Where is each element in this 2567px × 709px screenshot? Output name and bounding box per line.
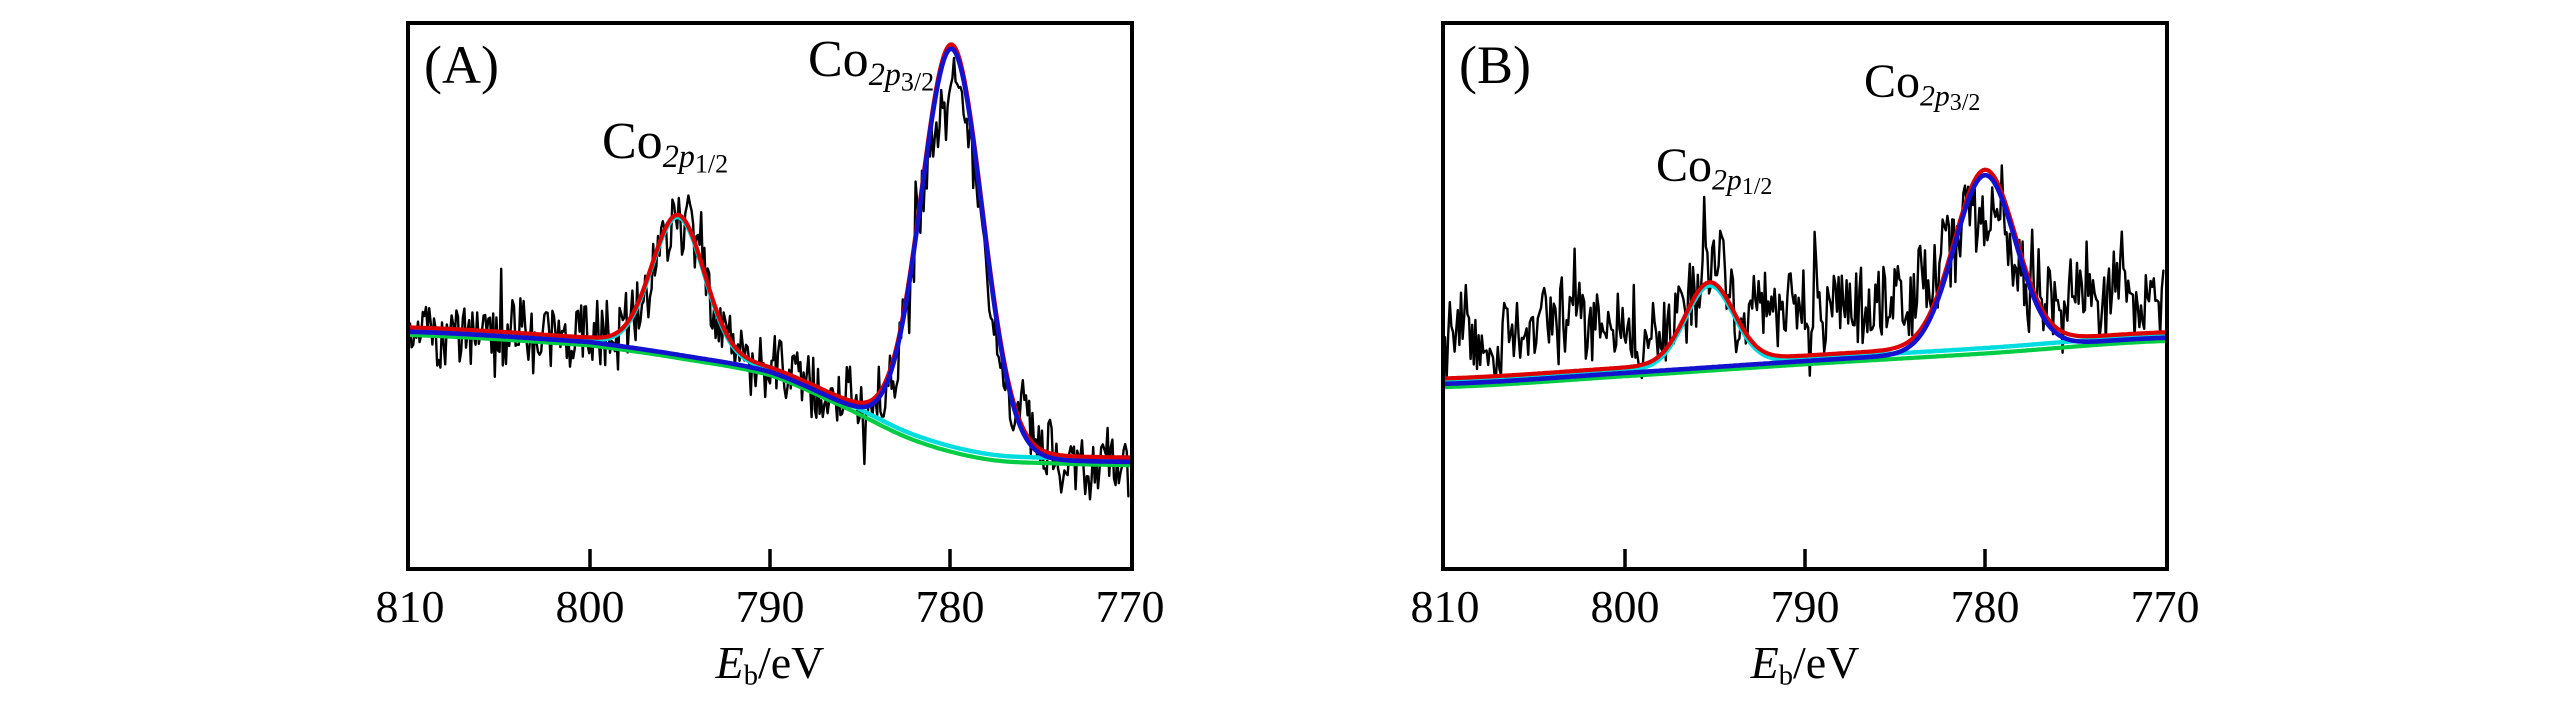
spectrum-curve	[1445, 172, 2165, 387]
xaxis-label-subscript: b	[1778, 660, 1793, 692]
spectrum-curve	[410, 46, 1130, 465]
panel-a-plot-area	[406, 21, 1134, 571]
panel-a-tick-770: 770	[1095, 581, 1165, 632]
panel-b-xaxis-label: Eb/eV	[1751, 640, 1860, 691]
panel-b-co2p32-annotation: Co2p3/2	[1864, 55, 1981, 117]
xaxis-label-symbol: E	[715, 637, 744, 688]
xaxis-label-unit: /eV	[1792, 637, 1860, 688]
annotation-subsubscript: 3/2	[900, 67, 935, 97]
panel-a-tick-780: 780	[915, 581, 985, 632]
panel-a-tick-790: 790	[735, 581, 805, 632]
panel-a-label: (A)	[424, 35, 499, 95]
panel-b-label: (B)	[1459, 35, 1531, 95]
panel-a-co2p12-annotation: Co2p1/2	[602, 116, 728, 177]
panel-b-plot-area	[1441, 21, 2169, 571]
annotation-element: Co	[1656, 139, 1713, 192]
annotation-subsubscript: 1/2	[1741, 174, 1773, 201]
spectrum-curve	[410, 56, 1130, 501]
annotation-subscript: 2p	[868, 56, 901, 93]
spectrum-curve	[1445, 167, 2165, 381]
xaxis-label-unit: /eV	[757, 637, 825, 688]
annotation-element: Co	[808, 31, 869, 88]
panel-a-xaxis-label: Eb/eV	[716, 640, 825, 691]
annotation-element: Co	[1864, 55, 1921, 108]
panel-a-spectrum-chart	[410, 42, 1130, 567]
panel-b-tick-790: 790	[1770, 581, 1840, 632]
panel-b-tick-770: 770	[2130, 581, 2200, 632]
spectrum-curve	[1445, 164, 2165, 383]
annotation-subscript: 2p	[662, 138, 695, 175]
annotation-subsubscript: 3/2	[1949, 90, 1981, 117]
annotation-subsubscript: 1/2	[694, 149, 729, 179]
panel-a-tick-800: 800	[555, 581, 625, 632]
xaxis-label-subscript: b	[743, 660, 758, 692]
annotation-subscript: 2p	[1920, 79, 1950, 113]
spectrum-curve	[410, 332, 1130, 468]
xaxis-label-symbol: E	[1750, 637, 1779, 688]
panel-b-spectrum-chart	[1445, 164, 2165, 567]
panel-a-co2p32-annotation: Co2p3/2	[808, 34, 934, 95]
panel-b-co2p12-annotation: Co2p1/2	[1656, 139, 1773, 201]
panel-b-tick-810: 810	[1410, 581, 1480, 632]
panel-b-tick-800: 800	[1590, 581, 1660, 632]
panel-a-tick-810: 810	[375, 581, 445, 632]
annotation-subscript: 2p	[1712, 163, 1742, 197]
panel-b-tick-780: 780	[1950, 581, 2020, 632]
spectrum-curve	[1445, 338, 2165, 390]
annotation-element: Co	[602, 113, 663, 170]
